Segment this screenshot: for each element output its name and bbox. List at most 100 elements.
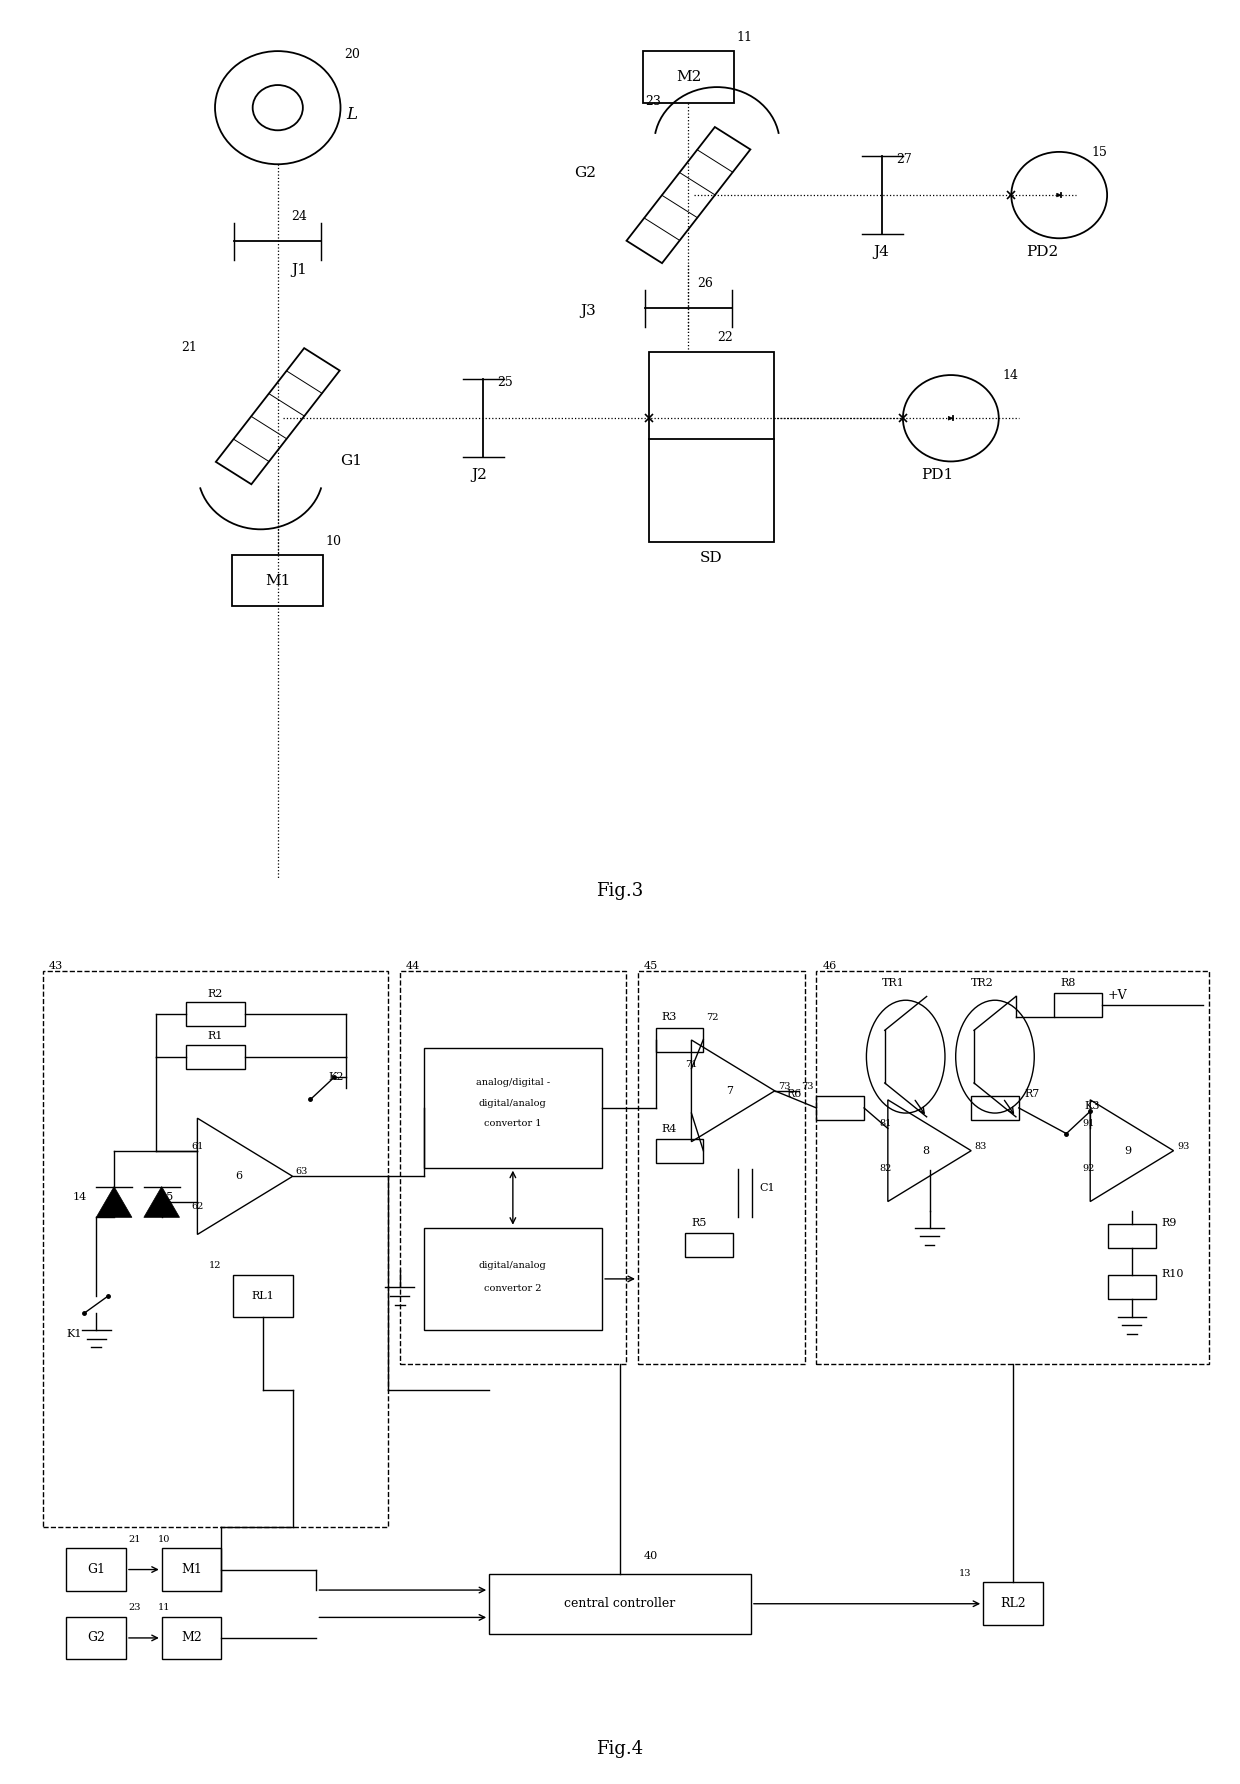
Bar [816,970,1209,1365]
Text: R5: R5 [692,1218,707,1227]
Text: 11: 11 [159,1604,171,1613]
Bar [42,970,388,1527]
Text: M1: M1 [265,574,290,587]
Bar [1109,1224,1156,1249]
Text: RL2: RL2 [999,1597,1025,1611]
Text: SD: SD [699,551,723,566]
Text: M2: M2 [676,70,701,84]
Text: digital/analog: digital/analog [479,1261,547,1270]
Text: 10: 10 [159,1534,170,1543]
Text: 27: 27 [897,153,911,166]
Text: 15: 15 [1091,146,1107,159]
Text: 20: 20 [343,48,360,61]
Text: 8: 8 [923,1145,930,1156]
Text: K2: K2 [329,1072,343,1083]
Text: 91: 91 [1081,1119,1094,1129]
Bar [983,1582,1043,1625]
Text: G1: G1 [87,1563,105,1575]
Text: 21: 21 [181,341,197,355]
Bar [971,1095,1019,1120]
Text: M1: M1 [181,1563,202,1575]
Text: 44: 44 [405,962,420,970]
Text: M2: M2 [181,1631,202,1645]
Polygon shape [144,1186,180,1217]
Text: R7: R7 [1024,1090,1040,1099]
Text: 7: 7 [725,1086,733,1095]
Text: 73: 73 [801,1081,813,1090]
Text: RL1: RL1 [252,1292,274,1301]
Bar [649,351,774,542]
Text: digital/analog: digital/analog [479,1099,547,1108]
Text: 14: 14 [1002,369,1018,382]
Text: 63: 63 [295,1167,308,1176]
Text: 9: 9 [1125,1145,1132,1156]
Text: R6: R6 [786,1090,802,1099]
Text: PD1: PD1 [921,467,954,482]
Text: 26: 26 [698,277,713,289]
Bar [637,970,805,1365]
Text: 73: 73 [779,1081,791,1090]
Bar [233,1274,293,1317]
Text: G1: G1 [341,453,362,467]
Text: 82: 82 [879,1163,892,1172]
Text: R1: R1 [207,1031,223,1042]
Text: 92: 92 [1081,1163,1094,1172]
Text: 15: 15 [159,1192,174,1202]
Text: J2: J2 [471,467,487,482]
Text: 72: 72 [706,1013,718,1022]
Text: central controller: central controller [564,1597,676,1611]
Text: C1: C1 [759,1183,775,1193]
Text: Fig.4: Fig.4 [596,1739,644,1757]
Text: 61: 61 [191,1142,203,1151]
Text: R2: R2 [207,988,223,999]
Text: R8: R8 [1060,978,1076,988]
Bar [656,1028,703,1051]
Text: 21: 21 [129,1534,141,1543]
Text: G2: G2 [574,166,596,180]
Bar [399,970,626,1365]
Text: TR1: TR1 [882,978,905,988]
Text: 46: 46 [822,962,837,970]
Bar [424,1227,603,1331]
Bar [642,52,734,102]
Text: analog/digital -: analog/digital - [476,1078,549,1088]
Bar [161,1616,221,1659]
Text: 13: 13 [960,1570,972,1579]
Text: R10: R10 [1162,1268,1184,1279]
Text: L: L [346,105,357,123]
Text: J1: J1 [291,264,308,277]
Bar [67,1616,126,1659]
Text: J3: J3 [580,305,596,319]
Text: R3: R3 [662,1013,677,1022]
Text: 71: 71 [686,1060,698,1069]
Text: 24: 24 [291,211,308,223]
Text: 83: 83 [975,1142,987,1151]
Text: 45: 45 [644,962,658,970]
Text: G2: G2 [87,1631,105,1645]
Text: 14: 14 [72,1192,87,1202]
Text: +V: +V [1109,988,1127,1003]
Bar [686,1233,733,1256]
Bar [489,1573,751,1634]
Text: Fig.3: Fig.3 [596,881,644,899]
Text: TR2: TR2 [971,978,994,988]
Text: 23: 23 [645,95,661,107]
Text: 10: 10 [326,535,342,548]
Bar [1109,1276,1156,1299]
Text: 93: 93 [1177,1142,1189,1151]
Bar [161,1549,221,1591]
Text: convertor 2: convertor 2 [484,1283,542,1293]
Text: 62: 62 [191,1201,203,1211]
Text: 12: 12 [210,1261,222,1270]
Text: R9: R9 [1162,1218,1177,1227]
Text: PD2: PD2 [1025,244,1058,259]
Text: J4: J4 [873,244,889,259]
Text: 23: 23 [129,1604,141,1613]
Text: K1: K1 [67,1329,82,1338]
Text: 6: 6 [236,1172,243,1181]
Text: 25: 25 [497,376,512,389]
Text: K3: K3 [1084,1101,1100,1111]
Text: 40: 40 [644,1550,658,1561]
Bar [67,1549,126,1591]
Polygon shape [97,1186,131,1217]
